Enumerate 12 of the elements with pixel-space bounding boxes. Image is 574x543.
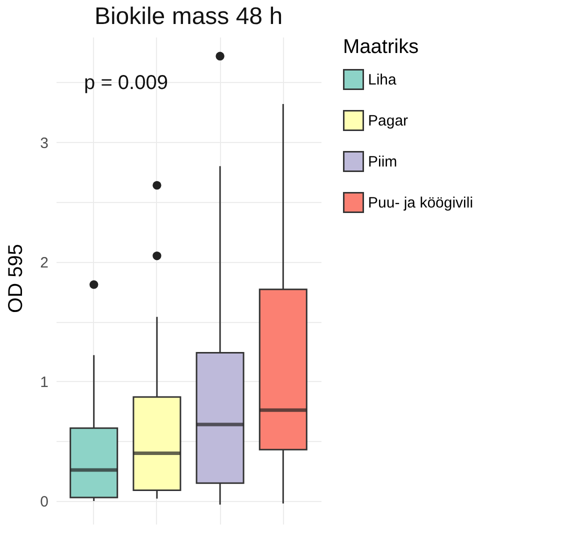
y-tick-label: 1 <box>40 374 48 391</box>
legend-label: Puu- ja köögivili <box>368 194 474 212</box>
y-tick-label: 3 <box>40 134 48 152</box>
chart-title: Biokile mass 48 h <box>94 3 283 30</box>
annotation: p = 0.009 <box>84 72 168 94</box>
legend-label: Pagar <box>368 112 408 130</box>
y-tick-label: 0 <box>40 494 48 511</box>
legend-title: Maatriks <box>343 36 419 58</box>
legend-label: Liha <box>368 72 398 88</box>
legend-label: Piim <box>368 154 398 170</box>
y-tick-label: 2 <box>40 254 48 272</box>
y-axis-title: OD 595 <box>5 244 28 313</box>
